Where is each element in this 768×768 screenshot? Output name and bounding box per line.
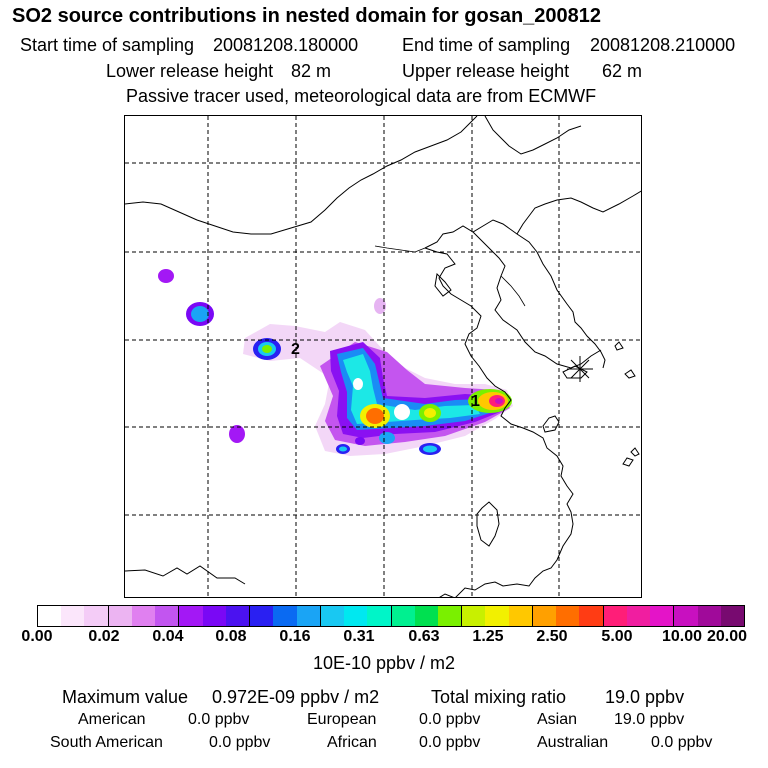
- colorbar-tick: 0.16: [279, 628, 311, 645]
- colorbar-tick: 0.08: [215, 628, 247, 645]
- colorbar-swatch: [225, 606, 250, 626]
- colorbar-swatch: [273, 606, 297, 626]
- colorbar-tick: 5.00: [601, 628, 633, 645]
- colorbar-tick: 2.50: [536, 628, 568, 645]
- colorbar-swatch: [437, 606, 462, 626]
- colorbar-swatch: [508, 606, 532, 626]
- colorbar-swatch: [602, 606, 627, 626]
- source-marker-2: 2: [291, 341, 300, 358]
- colorbar-swatch: [155, 606, 179, 626]
- asterisk-icon: [567, 356, 593, 382]
- source-marker-1: 1: [471, 393, 480, 410]
- region-name: Australian: [537, 734, 609, 751]
- colorbar-swatch: [414, 606, 438, 626]
- colorbar-swatch: [673, 606, 698, 626]
- colorbar-swatch: [626, 606, 651, 626]
- region-value: 0.0 ppbv: [651, 734, 713, 751]
- colorbar-swatch: [319, 606, 345, 626]
- region-name: Asian: [537, 711, 578, 728]
- lat-lon-grid: [125, 116, 641, 597]
- lower-height-value: 82 m: [291, 61, 332, 81]
- colorbar-swatch: [720, 606, 745, 626]
- colorbar-tick: 1.25: [472, 628, 504, 645]
- region-value: 0.0 ppbv: [209, 734, 271, 751]
- colorbar-swatch: [178, 606, 203, 626]
- colorbar-tick: 0.00: [21, 628, 53, 645]
- region-value: 0.0 ppbv: [419, 734, 481, 751]
- max-value: 0.972E-09 ppbv / m2: [212, 687, 380, 707]
- colorbar-swatch: [296, 606, 320, 626]
- region-name: South American: [50, 734, 163, 751]
- colorbar-swatch: [249, 606, 274, 626]
- colorbar-swatch: [531, 606, 557, 626]
- start-time-value: 20081208.180000: [213, 35, 359, 55]
- map-canvas: 1 2: [125, 116, 641, 597]
- colorbar-swatch: [461, 606, 486, 626]
- max-value-label: Maximum value: [62, 687, 189, 707]
- colorbar-tick: 10.00: [661, 628, 703, 645]
- colorbar-swatch: [390, 606, 415, 626]
- region-name: African: [327, 734, 377, 751]
- end-time-label: End time of sampling: [402, 35, 571, 55]
- colorbar-tick: 0.04: [152, 628, 184, 645]
- far-nw-blob: [158, 269, 174, 283]
- colorbar-swatch: [367, 606, 391, 626]
- colorbar-tick: 0.02: [88, 628, 120, 645]
- total-mixing-value: 19.0 ppbv: [605, 687, 685, 707]
- colorbar-tick: 0.31: [343, 628, 375, 645]
- colorbar-swatch: [485, 606, 509, 626]
- region-value: 0.0 ppbv: [188, 711, 250, 728]
- colorbar-swatch: [579, 606, 603, 626]
- lower-height-label: Lower release height: [106, 61, 274, 81]
- region-value: 0.0 ppbv: [419, 711, 481, 728]
- colorbar-swatch: [38, 606, 62, 626]
- colorbar-swatch: [650, 606, 674, 626]
- map-panel: 1 2: [124, 115, 642, 598]
- figure-title: SO2 source contributions in nested domai…: [12, 5, 602, 27]
- region-name: European: [307, 711, 377, 728]
- colorbar-swatch: [61, 606, 85, 626]
- colorbar-tick: 20.00: [706, 628, 748, 645]
- colorbar-tick: 0.63: [408, 628, 440, 645]
- sw-blob: [229, 425, 245, 443]
- borders: [374, 245, 526, 307]
- colorbar: [37, 605, 745, 627]
- colorbar-swatch: [84, 606, 108, 626]
- end-time-value: 20081208.210000: [590, 35, 736, 55]
- upper-height-value: 62 m: [602, 61, 643, 81]
- upper-height-label: Upper release height: [402, 61, 570, 81]
- total-mixing-label: Total mixing ratio: [431, 687, 567, 707]
- coastlines: [125, 116, 641, 597]
- colorbar-swatch: [556, 606, 580, 626]
- colorbar-units: 10E-10 ppbv / m2: [312, 653, 456, 673]
- region-name: American: [78, 711, 146, 728]
- colorbar-swatch: [131, 606, 156, 626]
- colorbar-swatch: [697, 606, 721, 626]
- colorbar-swatch: [344, 606, 368, 626]
- tracer-note: Passive tracer used, meteorological data…: [126, 86, 597, 106]
- colorbar-swatch: [202, 606, 226, 626]
- region-value: 19.0 ppbv: [614, 711, 685, 728]
- colorbar-swatch: [107, 606, 132, 626]
- start-time-label: Start time of sampling: [20, 35, 195, 55]
- plume-field: [158, 269, 513, 456]
